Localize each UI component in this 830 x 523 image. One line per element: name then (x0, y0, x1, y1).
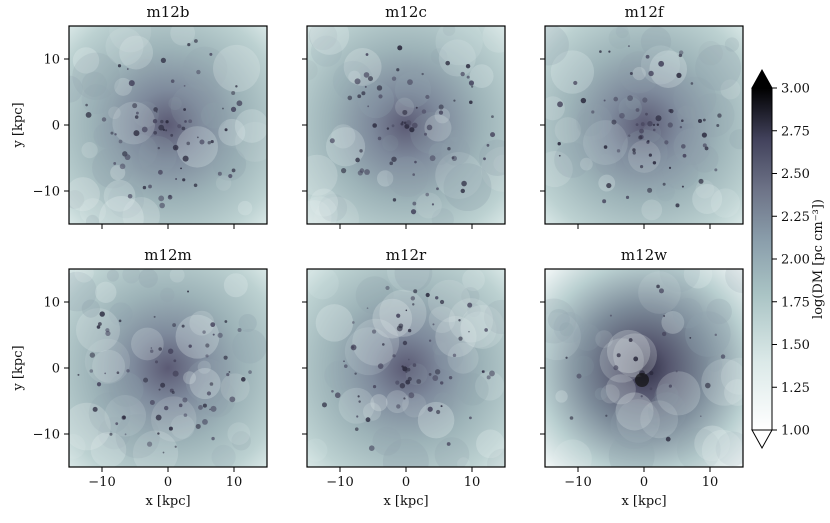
colorbar-tick-label: 3.00 (781, 82, 810, 97)
y-tick-label: 10 (43, 296, 60, 311)
y-tick-label: −10 (33, 185, 60, 200)
panel-title: m12b (147, 3, 190, 21)
colorbar-tick-label: 1.25 (781, 381, 810, 396)
heatmap-texture (69, 26, 267, 224)
x-tick-label: 0 (402, 475, 410, 490)
colorbar-tick-label: 2.00 (781, 253, 810, 268)
y-tick-label: −10 (33, 428, 60, 443)
panel-m12c: m12c (302, 3, 506, 229)
x-tick-label: 0 (164, 475, 172, 490)
colorbar-tick-label: 2.25 (781, 210, 810, 225)
x-axis-label: x [kpc] (145, 494, 190, 509)
panel-title: m12c (385, 3, 427, 21)
y-tick-label: 0 (52, 362, 60, 377)
panel-title: m12f (625, 3, 665, 21)
colorbar-tick-label: 1.00 (781, 424, 810, 439)
colorbar-label: log(DM [pc cm⁻³]) (811, 199, 826, 319)
panel-title: m12m (144, 246, 192, 264)
x-tick-label: −10 (88, 475, 115, 490)
x-tick-label: 10 (702, 475, 719, 490)
colorbar-tick-label: 1.75 (781, 295, 810, 310)
x-axis-label: x [kpc] (621, 494, 666, 509)
panel-m12r: m12r −10 0 10 x [kpc] (302, 246, 506, 509)
heatmap-m12m (69, 269, 267, 467)
panel-m12w: m12w −10 0 10 x [kpc] (540, 246, 744, 509)
heatmap-texture (545, 269, 743, 467)
x-tick-label: −10 (326, 475, 353, 490)
colorbar-extend-max (751, 68, 773, 89)
heatmap-m12w (545, 269, 743, 467)
x-tick-label: 10 (464, 475, 481, 490)
panel-m12m: m12m −10 0 10 −10 0 10 x [kpc] y [kpc] (11, 246, 268, 509)
y-tick-label: 10 (43, 53, 60, 68)
heatmap-m12b (69, 26, 267, 224)
panel-title: m12w (621, 246, 667, 264)
colorbar-tick-label: 1.50 (781, 338, 810, 353)
x-tick-label: 10 (226, 475, 243, 490)
heatmap-texture (545, 26, 743, 221)
colorbar-ticks: 1.00 1.25 1.50 1.75 2.00 2.25 2.50 2.75 3.00 (772, 82, 810, 439)
x-axis-label: x [kpc] (383, 494, 428, 509)
heatmap-texture (69, 269, 267, 467)
panel-title: m12r (386, 246, 427, 264)
x-tick-label: 0 (640, 475, 648, 490)
panel-m12b: m12b −10 0 10 y [kpc] (11, 3, 268, 229)
heatmap-texture (307, 26, 505, 224)
colorbar-tick-label: 2.75 (781, 124, 810, 139)
heatmap-texture (307, 269, 505, 467)
y-axis-label: y [kpc] (11, 102, 26, 148)
colorbar: 1.00 1.25 1.50 1.75 2.00 2.25 2.50 2.75 3.00 log… (751, 68, 826, 450)
x-tick-label: −10 (564, 475, 591, 490)
colorbar-extend-min (751, 429, 773, 450)
colorbar-tick-label: 2.50 (781, 167, 810, 182)
y-axis-label: y [kpc] (11, 345, 26, 391)
y-tick-label: 0 (52, 119, 60, 134)
panel-m12f: m12f (540, 3, 744, 229)
panels-group: m12b −10 0 10 y [kpc] m12c m12f m12m −10 0 10 −10 0 1… (11, 3, 744, 509)
colorbar-gradient (751, 87, 773, 431)
